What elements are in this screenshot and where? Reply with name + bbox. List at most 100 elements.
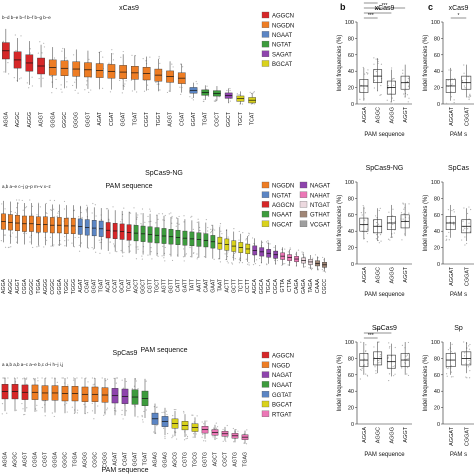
chart-title-b-xcas9: xCas9 bbox=[375, 5, 395, 12]
data-point-a-spcas9ng bbox=[287, 251, 289, 253]
data-point-a-xcas9 bbox=[180, 63, 182, 65]
legend-label-a-xcas9: NGGDN bbox=[272, 23, 294, 29]
data-point-a-spcas9 bbox=[36, 404, 38, 406]
data-point-a-spcas9ng bbox=[50, 209, 52, 211]
y-axis-label-c-spcas9: Indel frequencies (%) bbox=[423, 355, 429, 412]
data-point-a-spcas9ng bbox=[99, 241, 101, 244]
data-point-c-xcas9 bbox=[445, 102, 448, 104]
data-point-a-spcas9 bbox=[125, 410, 127, 412]
x-tick-label-a-spcas9ng: TAGA bbox=[308, 278, 314, 292]
data-point-a-xcas9 bbox=[122, 50, 124, 53]
data-point-a-spcas9 bbox=[103, 414, 105, 416]
data-point-c-spcas9 bbox=[451, 343, 453, 345]
x-axis-label-b-spcas9ng: PAM sequence bbox=[364, 292, 405, 298]
data-point-b-spcas9 bbox=[401, 367, 403, 369]
data-point-a-spcas9ng bbox=[233, 228, 235, 230]
data-point-a-spcas9ng bbox=[261, 241, 264, 243]
data-point-a-xcas9 bbox=[196, 83, 198, 85]
data-point-a-spcas9ng bbox=[162, 245, 164, 247]
x-tick-label-a-spcas9: GGAG bbox=[163, 452, 169, 468]
data-point-b-spcas9ng bbox=[408, 212, 410, 214]
data-point-a-xcas9 bbox=[206, 85, 208, 87]
data-point-b-xcas9 bbox=[408, 97, 410, 99]
data-point-a-spcas9 bbox=[41, 406, 43, 409]
data-point-a-spcas9 bbox=[101, 377, 103, 379]
data-point-c-xcas9 bbox=[453, 101, 455, 104]
data-point-a-spcas9ng bbox=[224, 253, 226, 255]
data-point-a-xcas9 bbox=[136, 91, 138, 93]
x-tick-label-a-spcas9: CGAT bbox=[123, 451, 129, 466]
data-point-a-xcas9 bbox=[252, 92, 255, 94]
data-point-a-spcas9ng bbox=[150, 247, 152, 249]
data-point-a-xcas9 bbox=[43, 46, 46, 48]
data-point-a-spcas9ng bbox=[191, 215, 193, 217]
data-point-a-spcas9ng bbox=[265, 241, 268, 243]
data-point-b-spcas9ng bbox=[377, 239, 379, 242]
data-point-c-spcas9 bbox=[469, 343, 471, 346]
data-point-a-xcas9 bbox=[172, 66, 174, 68]
data-point-a-spcas9ng bbox=[85, 209, 87, 211]
legend-swatch-a-spcas9ng bbox=[299, 181, 308, 189]
data-point-a-spcas9 bbox=[62, 377, 64, 379]
data-point-c-xcas9 bbox=[449, 103, 451, 105]
x-tick-label-a-spcas9: TGCG bbox=[193, 452, 199, 467]
x-tick-label-b-spcas9ng: AGGT bbox=[403, 266, 409, 282]
data-point-c-spcas9ng bbox=[446, 238, 448, 240]
data-point-b-xcas9 bbox=[359, 98, 361, 100]
data-point-a-spcas9 bbox=[81, 377, 83, 379]
data-point-b-spcas9ng bbox=[392, 223, 394, 226]
data-point-a-spcas9 bbox=[66, 411, 68, 413]
legend-swatch-a-spcas9 bbox=[261, 400, 270, 408]
data-point-a-spcas9 bbox=[141, 419, 144, 421]
x-tick-label-a-spcas9ng: TCTT bbox=[238, 278, 244, 292]
legend-swatch-a-spcas9 bbox=[261, 351, 270, 359]
x-tick-label-a-spcas9ng: GGGA bbox=[57, 278, 63, 294]
data-point-b-xcas9 bbox=[393, 99, 395, 102]
x-tick-label-a-spcas9: CGCT bbox=[223, 451, 229, 467]
data-point-a-spcas9ng bbox=[323, 259, 325, 261]
legend-label-a-xcas9: SAGAT bbox=[272, 52, 292, 58]
x-axis-label-a-spcas9: PAM sequence bbox=[102, 467, 149, 474]
data-point-a-xcas9 bbox=[88, 91, 90, 93]
data-point-b-spcas9 bbox=[388, 342, 390, 344]
x-tick-label-b-xcas9: AGGG bbox=[389, 107, 395, 124]
data-point-a-xcas9 bbox=[145, 60, 147, 62]
chart-title-b-spcas9ng: SpCas9-NG bbox=[366, 165, 404, 172]
data-point-a-spcas9ng bbox=[64, 236, 66, 238]
y-tick-label-c-spcas9ng: 100 bbox=[431, 180, 440, 186]
data-point-a-spcas9ng bbox=[219, 261, 222, 263]
x-tick-label-a-spcas9ng: GGCT bbox=[141, 278, 147, 294]
x-tick-label-b-spcas9: AGGC bbox=[376, 427, 382, 443]
data-point-b-xcas9 bbox=[391, 67, 393, 69]
data-point-a-spcas9ng bbox=[63, 208, 66, 210]
data-point-a-spcas9 bbox=[166, 413, 168, 416]
data-point-a-spcas9 bbox=[16, 377, 18, 379]
data-point-b-spcas9 bbox=[365, 350, 367, 352]
data-point-b-spcas9ng bbox=[402, 202, 404, 204]
y-tick-label-b-spcas9: 0 bbox=[351, 422, 354, 428]
data-point-a-spcas9ng bbox=[164, 214, 166, 217]
x-tick-label-a-xcas9: GGAT bbox=[121, 111, 127, 126]
data-point-a-spcas9ng bbox=[238, 239, 240, 241]
data-point-a-spcas9ng bbox=[151, 258, 153, 260]
data-point-a-spcas9 bbox=[172, 434, 174, 436]
y-tick-label-c-xcas9: 0 bbox=[437, 102, 440, 108]
y-tick-label-b-spcas9: 20 bbox=[348, 406, 354, 412]
legend-swatch-a-spcas9ng bbox=[299, 201, 308, 208]
x-tick-label-a-spcas9: CGGT bbox=[43, 451, 49, 467]
legend-swatch-a-spcas9ng bbox=[261, 201, 270, 208]
data-point-a-spcas9ng bbox=[251, 237, 254, 239]
data-point-a-spcas9ng bbox=[86, 204, 88, 206]
data-point-c-spcas9ng bbox=[453, 209, 455, 211]
data-point-c-spcas9 bbox=[445, 373, 448, 375]
data-point-a-spcas9ng bbox=[232, 256, 234, 258]
data-point-a-spcas9ng bbox=[226, 260, 228, 262]
data-point-a-spcas9 bbox=[196, 415, 198, 417]
x-tick-label-a-spcas9: CGGA bbox=[33, 451, 39, 467]
data-point-a-spcas9ng bbox=[3, 234, 6, 236]
x-tick-label-b-xcas9: AGGC bbox=[376, 107, 382, 123]
data-point-b-spcas9ng bbox=[388, 211, 390, 213]
data-point-a-spcas9 bbox=[32, 377, 35, 380]
data-point-a-spcas9 bbox=[203, 440, 205, 442]
data-point-c-spcas9ng bbox=[465, 242, 468, 245]
